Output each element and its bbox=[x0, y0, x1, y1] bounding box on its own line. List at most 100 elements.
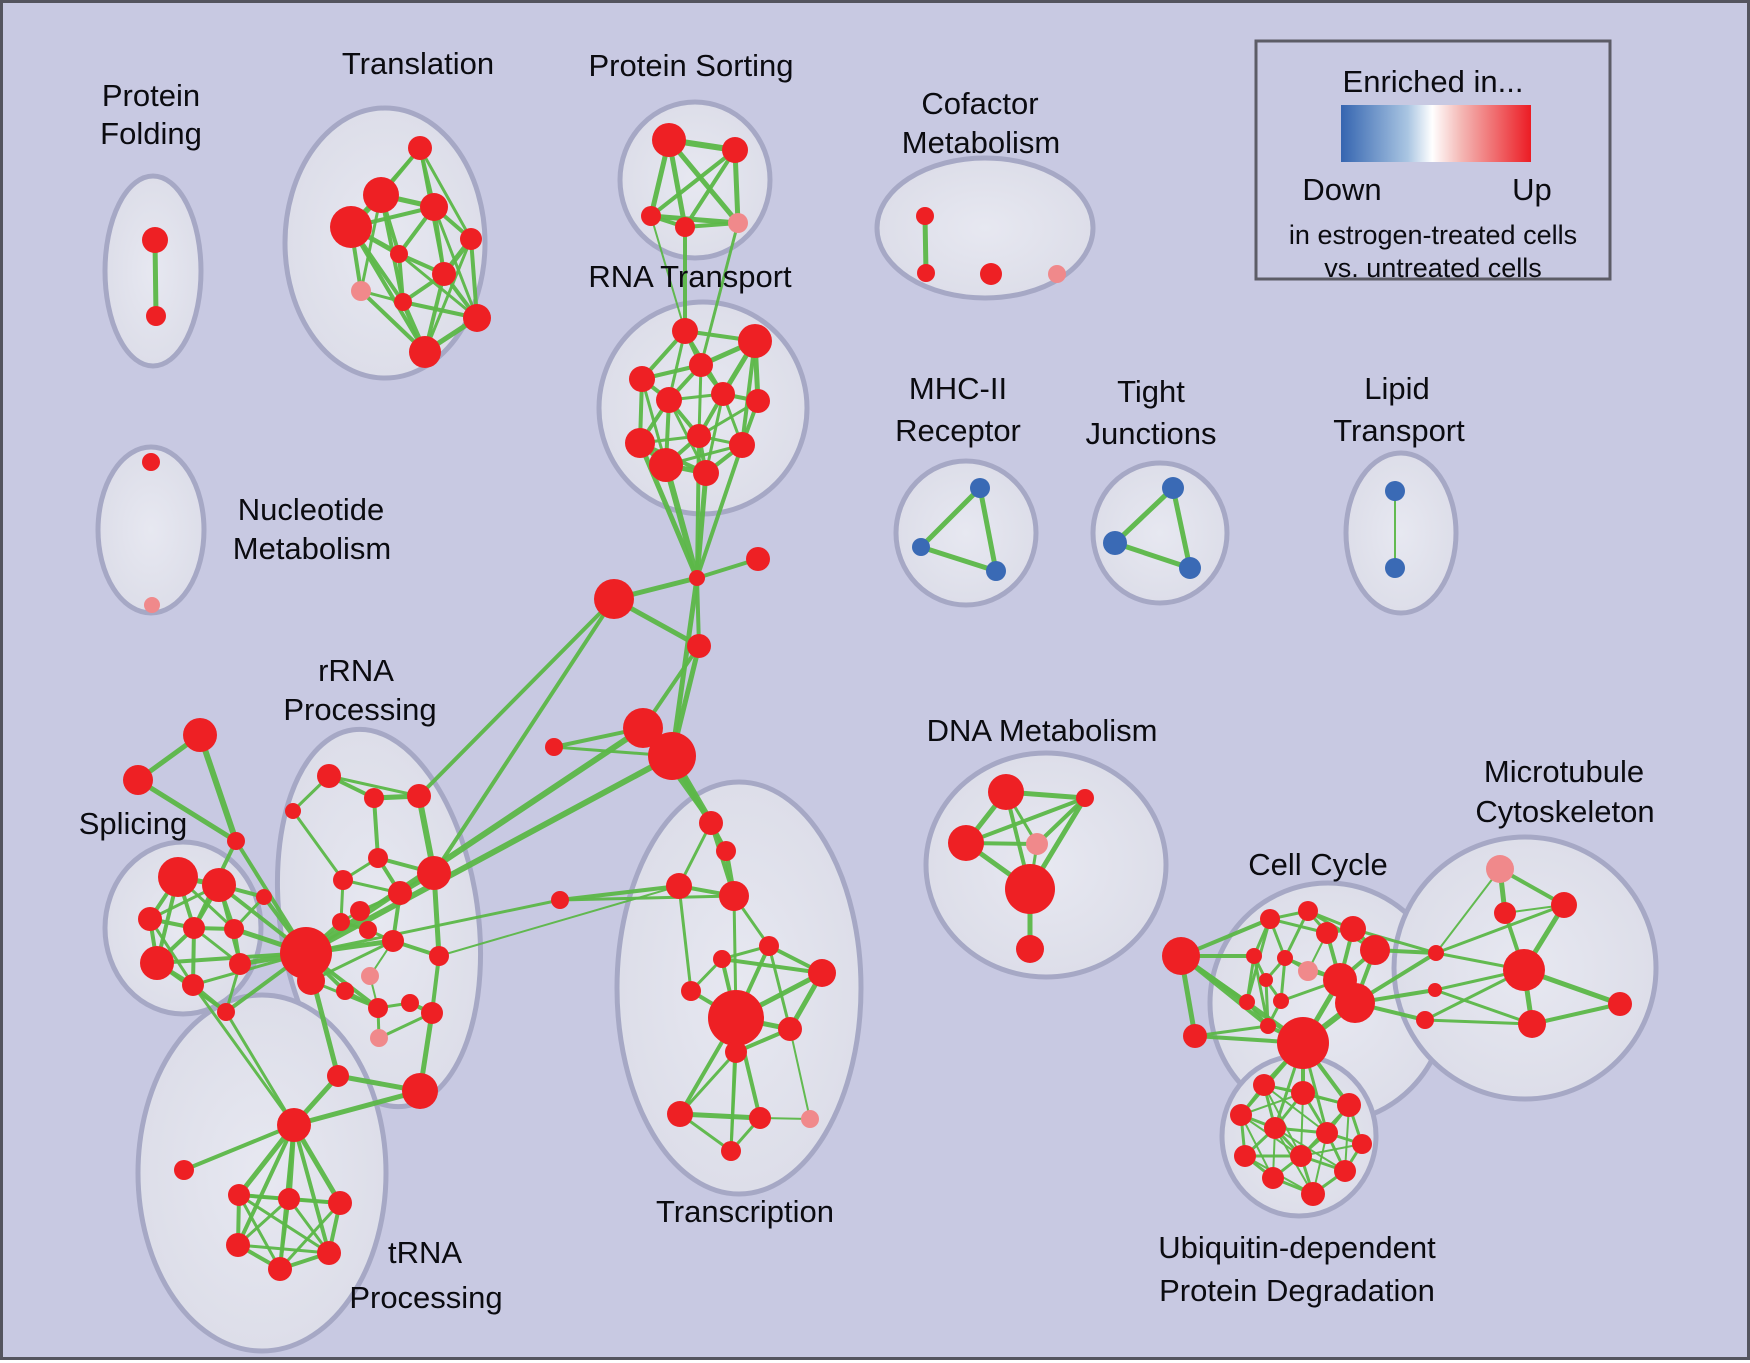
node-q4 bbox=[368, 848, 388, 868]
edge-d2-d3 bbox=[964, 796, 1087, 845]
edge-t4-t11 bbox=[349, 225, 427, 354]
node-g3 bbox=[227, 832, 245, 850]
edge-p2-p4 bbox=[683, 148, 737, 229]
node-x8 bbox=[667, 1101, 693, 1127]
edge-g1-g3 bbox=[197, 732, 239, 844]
node-n7 bbox=[317, 1241, 341, 1265]
node-cf4 bbox=[1048, 265, 1066, 283]
cluster-label-trna-processing-line1: tRNA bbox=[388, 1235, 462, 1270]
cluster-label-rrna-processing-line1: rRNA bbox=[318, 653, 394, 688]
edge-p3-p5 bbox=[648, 213, 741, 226]
node-r9 bbox=[625, 428, 655, 458]
edge-t6-t10 bbox=[397, 252, 479, 320]
edge-x8-x9 bbox=[677, 1111, 763, 1121]
node-m2 bbox=[1551, 892, 1577, 918]
edge-e2-e10 bbox=[1193, 1024, 1270, 1038]
edge-q11-R1 bbox=[309, 939, 395, 983]
node-r12 bbox=[693, 460, 719, 486]
edge-x1-x3 bbox=[720, 957, 824, 975]
node-m3 bbox=[1494, 902, 1516, 924]
node-n4 bbox=[278, 1188, 300, 1210]
node-u2 bbox=[1291, 1081, 1315, 1105]
node-t10 bbox=[463, 304, 491, 332]
edge-t1-t5 bbox=[418, 146, 473, 241]
edge-f2-m5 bbox=[1433, 988, 1534, 1026]
edge-s9-n1 bbox=[224, 1010, 296, 1127]
edge-n5-n8 bbox=[278, 1201, 342, 1271]
node-cf2 bbox=[917, 264, 935, 282]
node-x10 bbox=[801, 1110, 819, 1128]
node-c2 bbox=[746, 547, 770, 571]
cluster-label-lipid-transport-line2: Transport bbox=[1333, 413, 1465, 448]
node-tc1 bbox=[699, 811, 723, 835]
node-s1 bbox=[158, 857, 198, 897]
edge-x7-x11 bbox=[729, 1050, 738, 1153]
cluster-label-cofactor-metabolism-line2: Metabolism bbox=[902, 125, 1061, 160]
node-e16 bbox=[1335, 983, 1375, 1023]
node-e9 bbox=[1273, 993, 1289, 1009]
edge-r2-r10 bbox=[740, 339, 757, 447]
node-r8 bbox=[687, 424, 711, 448]
node-t9 bbox=[394, 293, 412, 311]
edge-g2-g3 bbox=[135, 777, 239, 844]
node-nm1 bbox=[142, 453, 160, 471]
node-u10 bbox=[1334, 1160, 1356, 1182]
node-e11 bbox=[1298, 961, 1318, 981]
cluster-label-lipid-transport-line1: Lipid bbox=[1364, 371, 1430, 406]
edge-n3-n8 bbox=[237, 1193, 282, 1271]
node-u7 bbox=[1352, 1134, 1372, 1154]
node-R1 bbox=[297, 967, 325, 995]
edge-m5-m6 bbox=[1530, 1002, 1622, 1026]
edge-f1-m1 bbox=[1435, 868, 1501, 954]
cluster-label-rna-transport-line1: RNA Transport bbox=[588, 259, 792, 294]
node-t1 bbox=[408, 136, 432, 160]
cluster-ellipse-nucleotide-metabolism bbox=[95, 444, 207, 616]
edge-p2-p3 bbox=[649, 148, 737, 218]
node-q8 bbox=[350, 901, 370, 921]
node-q14 bbox=[336, 982, 354, 1000]
node-x6 bbox=[778, 1017, 802, 1041]
node-r5 bbox=[656, 387, 682, 413]
node-d1 bbox=[988, 774, 1024, 810]
node-q15 bbox=[368, 998, 388, 1018]
edge-x6-x10 bbox=[789, 1028, 811, 1120]
cluster-label-translation-line1: Translation bbox=[342, 46, 494, 81]
node-t6 bbox=[390, 245, 408, 263]
node-s4 bbox=[183, 917, 205, 939]
legend-up-label: Up bbox=[1512, 172, 1552, 207]
cluster-label-transcription-line1: Transcription bbox=[656, 1194, 834, 1229]
edge-r10-c1 bbox=[695, 443, 744, 580]
node-e17 bbox=[1277, 1017, 1329, 1069]
node-tj1 bbox=[1162, 477, 1184, 499]
node-d2 bbox=[948, 825, 984, 861]
node-g1 bbox=[183, 718, 217, 752]
node-u1 bbox=[1253, 1074, 1275, 1096]
legend-caption-line1: in estrogen-treated cells bbox=[1289, 220, 1577, 250]
cluster-label-dna-metabolism-line1: DNA Metabolism bbox=[927, 713, 1158, 748]
node-u6 bbox=[1316, 1122, 1338, 1144]
node-s3 bbox=[138, 907, 162, 931]
node-tc2 bbox=[716, 841, 736, 861]
node-q0 bbox=[285, 803, 301, 819]
node-u5 bbox=[1264, 1117, 1286, 1139]
node-t11 bbox=[409, 336, 441, 368]
edge-R0-tcL bbox=[304, 898, 562, 955]
node-t7 bbox=[432, 262, 456, 286]
node-n2 bbox=[174, 1160, 194, 1180]
edge-f3-m5 bbox=[1423, 1018, 1534, 1026]
node-p5 bbox=[728, 213, 748, 233]
edge-p5-r3 bbox=[699, 221, 740, 367]
edge-r11-c1 bbox=[663, 462, 700, 581]
node-h2 bbox=[648, 732, 696, 780]
node-q12 bbox=[429, 946, 449, 966]
edge-h2-R0 bbox=[303, 753, 675, 956]
cluster-label-protein-folding-line1: Protein bbox=[102, 78, 200, 113]
edge-q3-c3 bbox=[417, 597, 616, 798]
edge-tc4-tcL bbox=[558, 894, 736, 902]
cluster-label-cell-cycle-line1: Cell Cycle bbox=[1248, 847, 1388, 882]
node-m4 bbox=[1503, 949, 1545, 991]
edge-f1-m2 bbox=[1434, 903, 1566, 955]
node-c3 bbox=[594, 579, 634, 619]
node-q9 bbox=[332, 913, 350, 931]
